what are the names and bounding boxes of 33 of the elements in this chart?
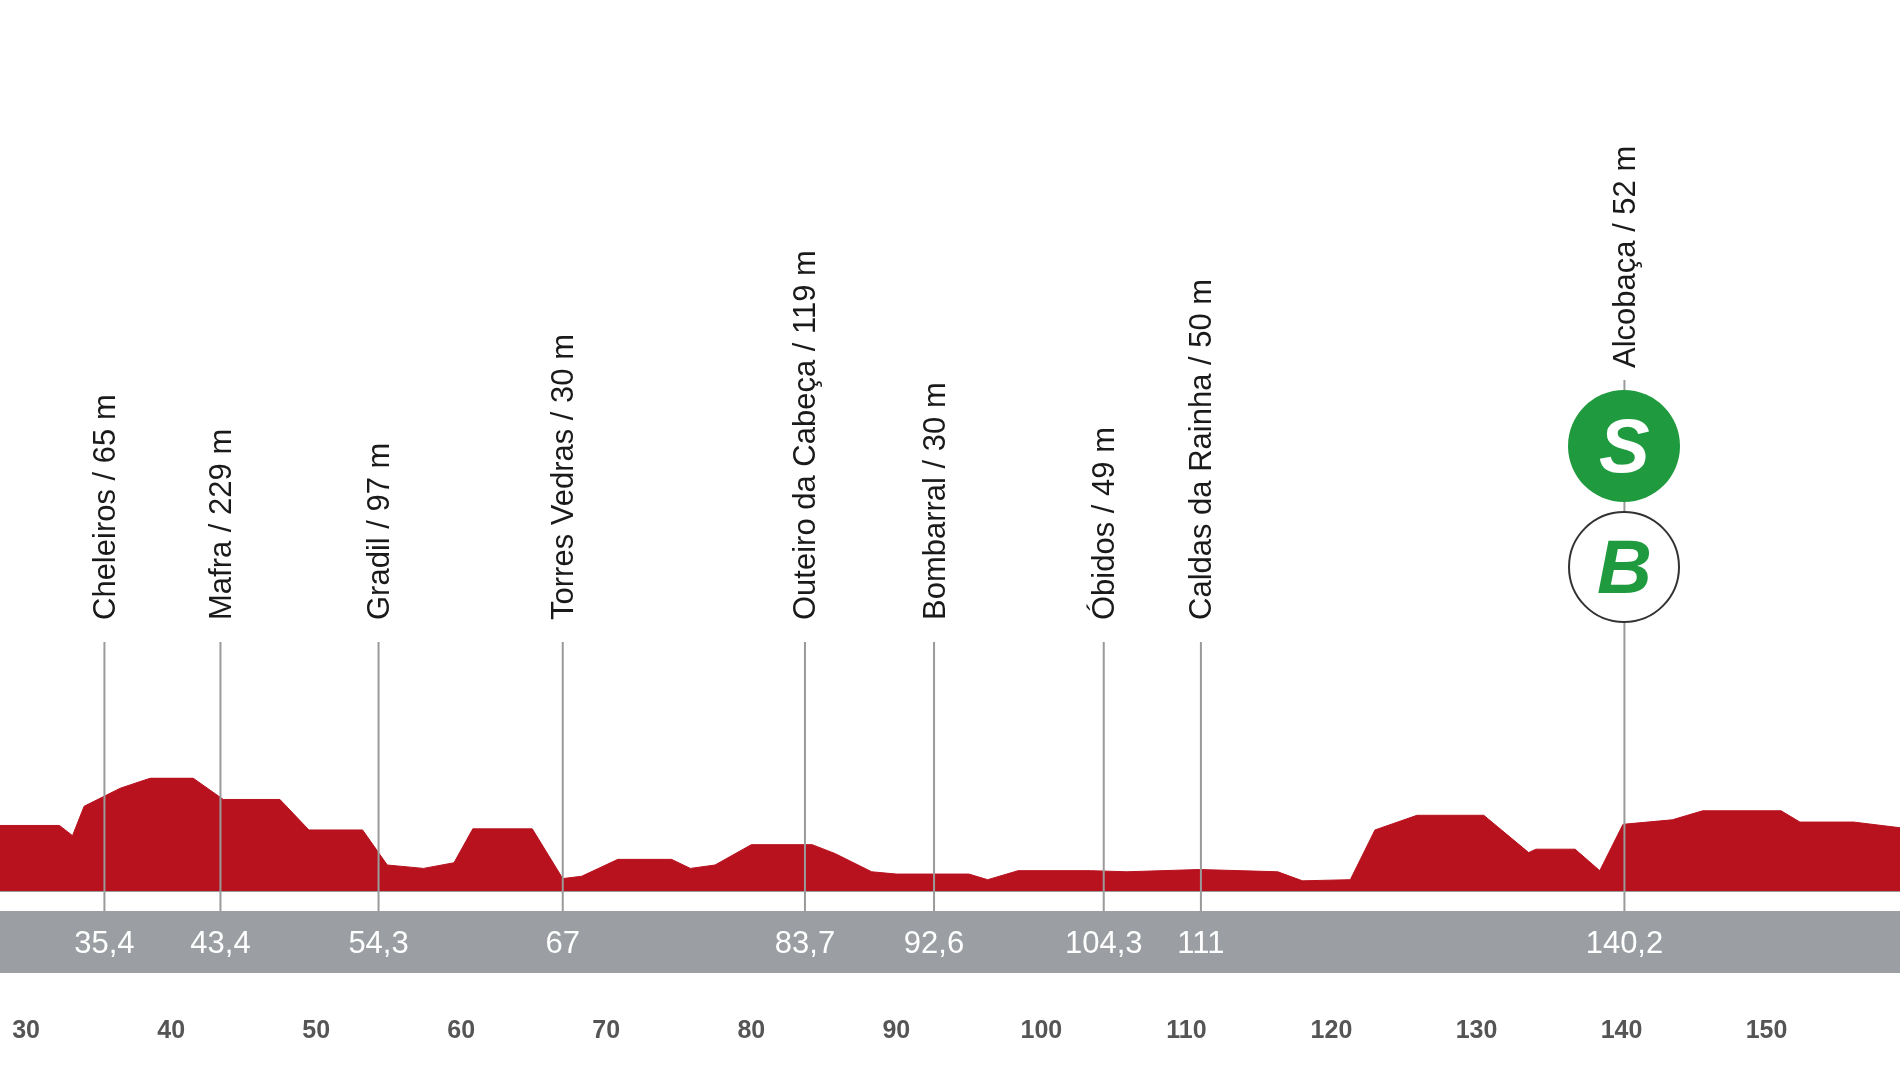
x-tick-label: 80 xyxy=(737,1014,766,1043)
text: 67 xyxy=(545,924,580,960)
text: 83,7 xyxy=(774,924,836,960)
ref-line-label: Mafra / 229 m xyxy=(202,428,238,620)
x-tick-label: 70 xyxy=(592,1014,621,1043)
x-tick-label: 50 xyxy=(302,1014,331,1043)
x-tick-label: 130 xyxy=(1455,1014,1498,1043)
text: 104,3 xyxy=(1064,924,1143,960)
x-tick-label: 100 xyxy=(1020,1014,1063,1043)
ref-line-label: Alcobaça / 52 m xyxy=(1606,145,1642,368)
text: 54,3 xyxy=(348,924,409,960)
ref-line-label: Outeiro da Cabeça / 119 m xyxy=(787,250,823,620)
ref-line-label: Caldas da Rainha / 50 m xyxy=(1183,278,1219,620)
text: 35,4 xyxy=(74,924,135,960)
ref-line-label: Óbidos / 49 m xyxy=(1086,427,1122,620)
x-tick-label: 60 xyxy=(447,1014,476,1043)
text: 140,2 xyxy=(1585,924,1664,960)
text: 43,4 xyxy=(190,924,251,960)
circle-badge: B xyxy=(1568,511,1681,623)
x-tick-label: 90 xyxy=(882,1014,911,1043)
x-tick-label: 120 xyxy=(1310,1014,1353,1043)
circle-badge: S xyxy=(1568,390,1681,502)
text: 111 xyxy=(1177,924,1225,960)
text: 92,6 xyxy=(903,924,965,960)
x-tick-label: 150 xyxy=(1745,1014,1788,1043)
x-tick-label: 40 xyxy=(157,1014,186,1043)
x-tick-label: 30 xyxy=(12,1014,41,1043)
ref-line-label: Torres Vedras / 30 m xyxy=(545,333,581,620)
x-tick-label: 110 xyxy=(1166,1014,1207,1043)
ref-line-label: Cheleiros / 65 m xyxy=(86,394,122,620)
ref-line-label: Bombarral / 30 m xyxy=(916,382,952,620)
ref-line-label: Gradil / 97 m xyxy=(361,442,397,620)
x-tick-label: 140 xyxy=(1600,1014,1643,1043)
